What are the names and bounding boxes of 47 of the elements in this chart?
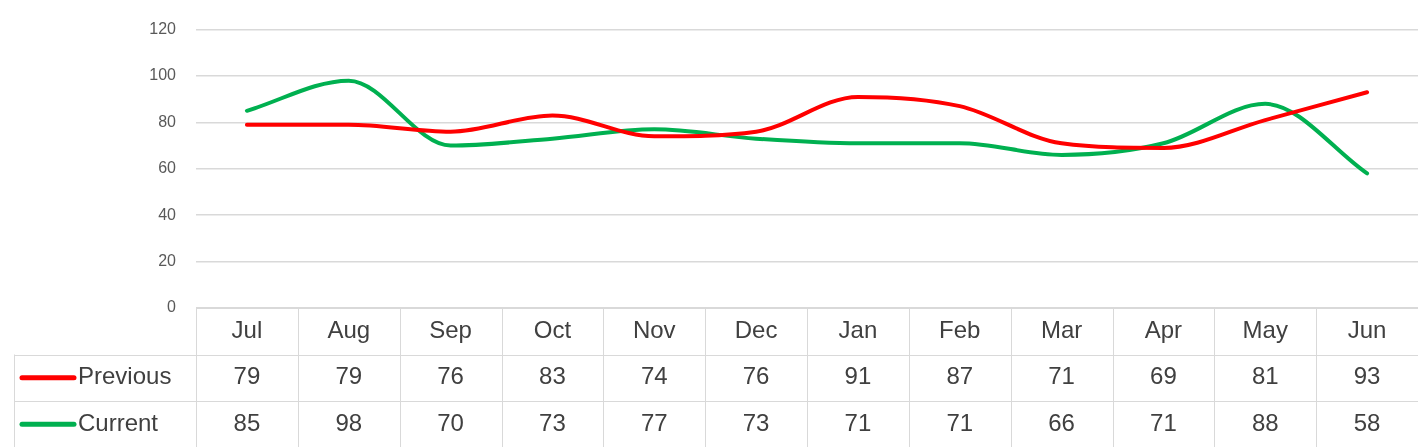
- y-tick-label: 120: [149, 20, 177, 38]
- y-tick-label: 60: [158, 159, 177, 177]
- y-tick-label: 100: [149, 66, 177, 84]
- legend-label: Current: [78, 408, 159, 436]
- data-label: 77: [640, 408, 668, 436]
- data-label: 79: [335, 362, 363, 390]
- x-tick-label: Sep: [429, 315, 472, 343]
- data-label: 83: [539, 362, 566, 390]
- x-tick-label: May: [1242, 315, 1288, 343]
- data-label: 73: [742, 408, 770, 436]
- data-label: 71: [844, 408, 872, 436]
- line-series: [244, 90, 1370, 150]
- y-tick-label: 20: [158, 252, 177, 270]
- x-tick-label: Feb: [939, 315, 981, 343]
- data-label: 74: [640, 362, 668, 390]
- data-label: 76: [742, 362, 770, 390]
- x-tick-label: Jan: [838, 315, 878, 343]
- data-label: 70: [437, 408, 464, 436]
- x-tick-label: Jun: [1347, 315, 1387, 343]
- y-tick-label: 80: [158, 112, 177, 130]
- data-label: 71: [946, 408, 974, 436]
- data-label: 87: [946, 362, 974, 390]
- data-label: 76: [437, 362, 464, 390]
- y-tick-label: 40: [158, 205, 177, 223]
- data-label: 79: [233, 362, 261, 390]
- legend-label: Previous: [78, 362, 172, 390]
- data-label: 58: [1353, 408, 1381, 436]
- data-label: 71: [1048, 362, 1075, 390]
- x-tick-label: Mar: [1040, 315, 1083, 343]
- data-label: 71: [1150, 408, 1177, 436]
- data-label: 69: [1150, 362, 1177, 390]
- x-tick-label: Oct: [533, 315, 572, 343]
- data-label: 85: [233, 408, 261, 436]
- line-series: [244, 78, 1370, 176]
- data-label: 91: [844, 362, 872, 390]
- data-label: 66: [1048, 408, 1075, 436]
- data-label: 98: [335, 408, 363, 436]
- x-tick-label: Jul: [231, 315, 263, 343]
- x-tick-label: Nov: [632, 315, 676, 343]
- x-tick-label: Dec: [734, 315, 778, 343]
- data-label: 81: [1251, 362, 1279, 390]
- x-tick-label: Aug: [327, 315, 371, 343]
- data-label: 73: [539, 408, 566, 436]
- data-label: 88: [1251, 408, 1279, 436]
- x-tick-label: Apr: [1144, 315, 1183, 343]
- data-label: 93: [1353, 362, 1381, 390]
- y-tick-label: 0: [167, 298, 177, 316]
